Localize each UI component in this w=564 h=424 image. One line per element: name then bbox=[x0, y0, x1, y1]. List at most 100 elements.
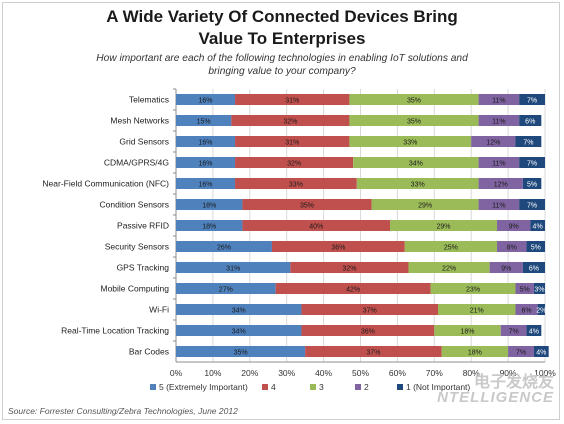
data-label: 32% bbox=[283, 118, 297, 125]
bar-segment bbox=[519, 157, 545, 168]
bar-segment bbox=[489, 262, 523, 273]
watermark: 电子发烧友 NTELLIGENCE bbox=[437, 374, 554, 406]
data-label: 21% bbox=[470, 307, 484, 314]
data-label: 33% bbox=[411, 181, 425, 188]
data-label: 40% bbox=[309, 223, 323, 230]
watermark-text-en: NTELLIGENCE bbox=[437, 389, 554, 406]
bar-segment bbox=[526, 241, 545, 252]
bar-segment bbox=[404, 241, 498, 252]
bar-segment bbox=[176, 241, 272, 252]
data-label: 31% bbox=[226, 265, 240, 272]
chart-subtitle-line-1: How important are each of the following … bbox=[96, 53, 468, 64]
chart-subtitle-line-2: bringing value to your company? bbox=[208, 66, 356, 77]
legend-swatch bbox=[150, 384, 156, 390]
data-label: 32% bbox=[342, 265, 356, 272]
bar-segment bbox=[434, 325, 501, 336]
data-label: 5% bbox=[520, 286, 530, 293]
bar-segment bbox=[500, 325, 527, 336]
data-label: 36% bbox=[361, 328, 375, 335]
category-label: Wi-Fi bbox=[149, 305, 169, 315]
data-label: 11% bbox=[492, 160, 506, 167]
category-label: Grid Sensors bbox=[119, 137, 169, 147]
data-label: 6% bbox=[521, 307, 531, 314]
bar-segment bbox=[235, 136, 350, 147]
bar-segment bbox=[515, 304, 538, 315]
legend-label: 4 bbox=[271, 382, 276, 392]
bar-segment bbox=[271, 241, 405, 252]
data-label: 31% bbox=[285, 139, 299, 146]
data-label: 35% bbox=[234, 349, 248, 356]
bar-segment bbox=[242, 220, 391, 231]
data-label: 34% bbox=[232, 328, 246, 335]
bar-segment bbox=[231, 115, 350, 126]
data-label: 3% bbox=[534, 286, 544, 293]
data-label: 32% bbox=[287, 160, 301, 167]
data-label: 2% bbox=[536, 307, 546, 314]
chart-title-line-2: Value To Enterprises bbox=[198, 29, 366, 48]
data-label: 9% bbox=[509, 223, 519, 230]
data-label: 6% bbox=[529, 265, 539, 272]
bar-segment bbox=[176, 115, 232, 126]
bar-segment bbox=[537, 304, 545, 315]
data-label: 34% bbox=[232, 307, 246, 314]
data-label: 7% bbox=[527, 97, 537, 104]
data-label: 37% bbox=[366, 349, 380, 356]
legend-swatch bbox=[355, 384, 361, 390]
bar-segment bbox=[526, 325, 542, 336]
data-label: 11% bbox=[492, 97, 506, 104]
data-label: 16% bbox=[199, 160, 213, 167]
data-label: 22% bbox=[442, 265, 456, 272]
data-label: 4% bbox=[533, 223, 543, 230]
bar-segment bbox=[478, 178, 523, 189]
bar-segment bbox=[478, 199, 520, 210]
bar-segment bbox=[408, 262, 490, 273]
bar-segment bbox=[275, 283, 431, 294]
data-label: 15% bbox=[197, 118, 211, 125]
data-label: 36% bbox=[331, 244, 345, 251]
bar-segment bbox=[478, 157, 520, 168]
bar-segment bbox=[176, 283, 276, 294]
bar-segment bbox=[441, 346, 509, 357]
bar-segment bbox=[522, 262, 545, 273]
x-tick-label: 70% bbox=[426, 368, 443, 378]
bar-segment bbox=[176, 136, 236, 147]
data-label: 11% bbox=[492, 118, 506, 125]
x-tick-label: 40% bbox=[315, 368, 332, 378]
category-label: Security Sensors bbox=[105, 242, 169, 252]
data-label: 18% bbox=[461, 328, 475, 335]
data-label: 34% bbox=[409, 160, 423, 167]
bar-segment bbox=[437, 304, 516, 315]
data-label: 16% bbox=[199, 181, 213, 188]
bar-segment bbox=[176, 346, 306, 357]
bar-segment bbox=[371, 199, 479, 210]
bar-segment bbox=[356, 178, 479, 189]
category-label: Bar Codes bbox=[129, 347, 169, 357]
bar-segment bbox=[471, 136, 516, 147]
bar-segment bbox=[235, 157, 354, 168]
data-label: 33% bbox=[289, 181, 303, 188]
bar-segment bbox=[508, 346, 534, 357]
data-label: 18% bbox=[202, 223, 216, 230]
watermark-text-cn: 电子发烧友 bbox=[473, 372, 554, 391]
category-label: Telematics bbox=[129, 95, 169, 105]
data-label: 18% bbox=[468, 349, 482, 356]
category-label: Mobile Computing bbox=[100, 284, 169, 294]
bar-segment bbox=[349, 136, 472, 147]
data-label: 5% bbox=[531, 244, 541, 251]
data-label: 8% bbox=[507, 244, 517, 251]
data-label: 4% bbox=[529, 328, 539, 335]
bar-segment bbox=[176, 178, 236, 189]
data-label: 6% bbox=[525, 118, 535, 125]
data-label: 7% bbox=[527, 202, 537, 209]
data-label: 23% bbox=[466, 286, 480, 293]
legend-label: 2 bbox=[364, 382, 369, 392]
bar-segment bbox=[530, 220, 545, 231]
data-label: 7% bbox=[509, 328, 519, 335]
data-label: 11% bbox=[492, 202, 506, 209]
data-label: 29% bbox=[418, 202, 432, 209]
legend-swatch bbox=[262, 384, 268, 390]
data-label: 33% bbox=[403, 139, 417, 146]
x-tick-label: 90% bbox=[500, 368, 517, 378]
data-label: 29% bbox=[437, 223, 451, 230]
x-tick-label: 0% bbox=[170, 368, 183, 378]
